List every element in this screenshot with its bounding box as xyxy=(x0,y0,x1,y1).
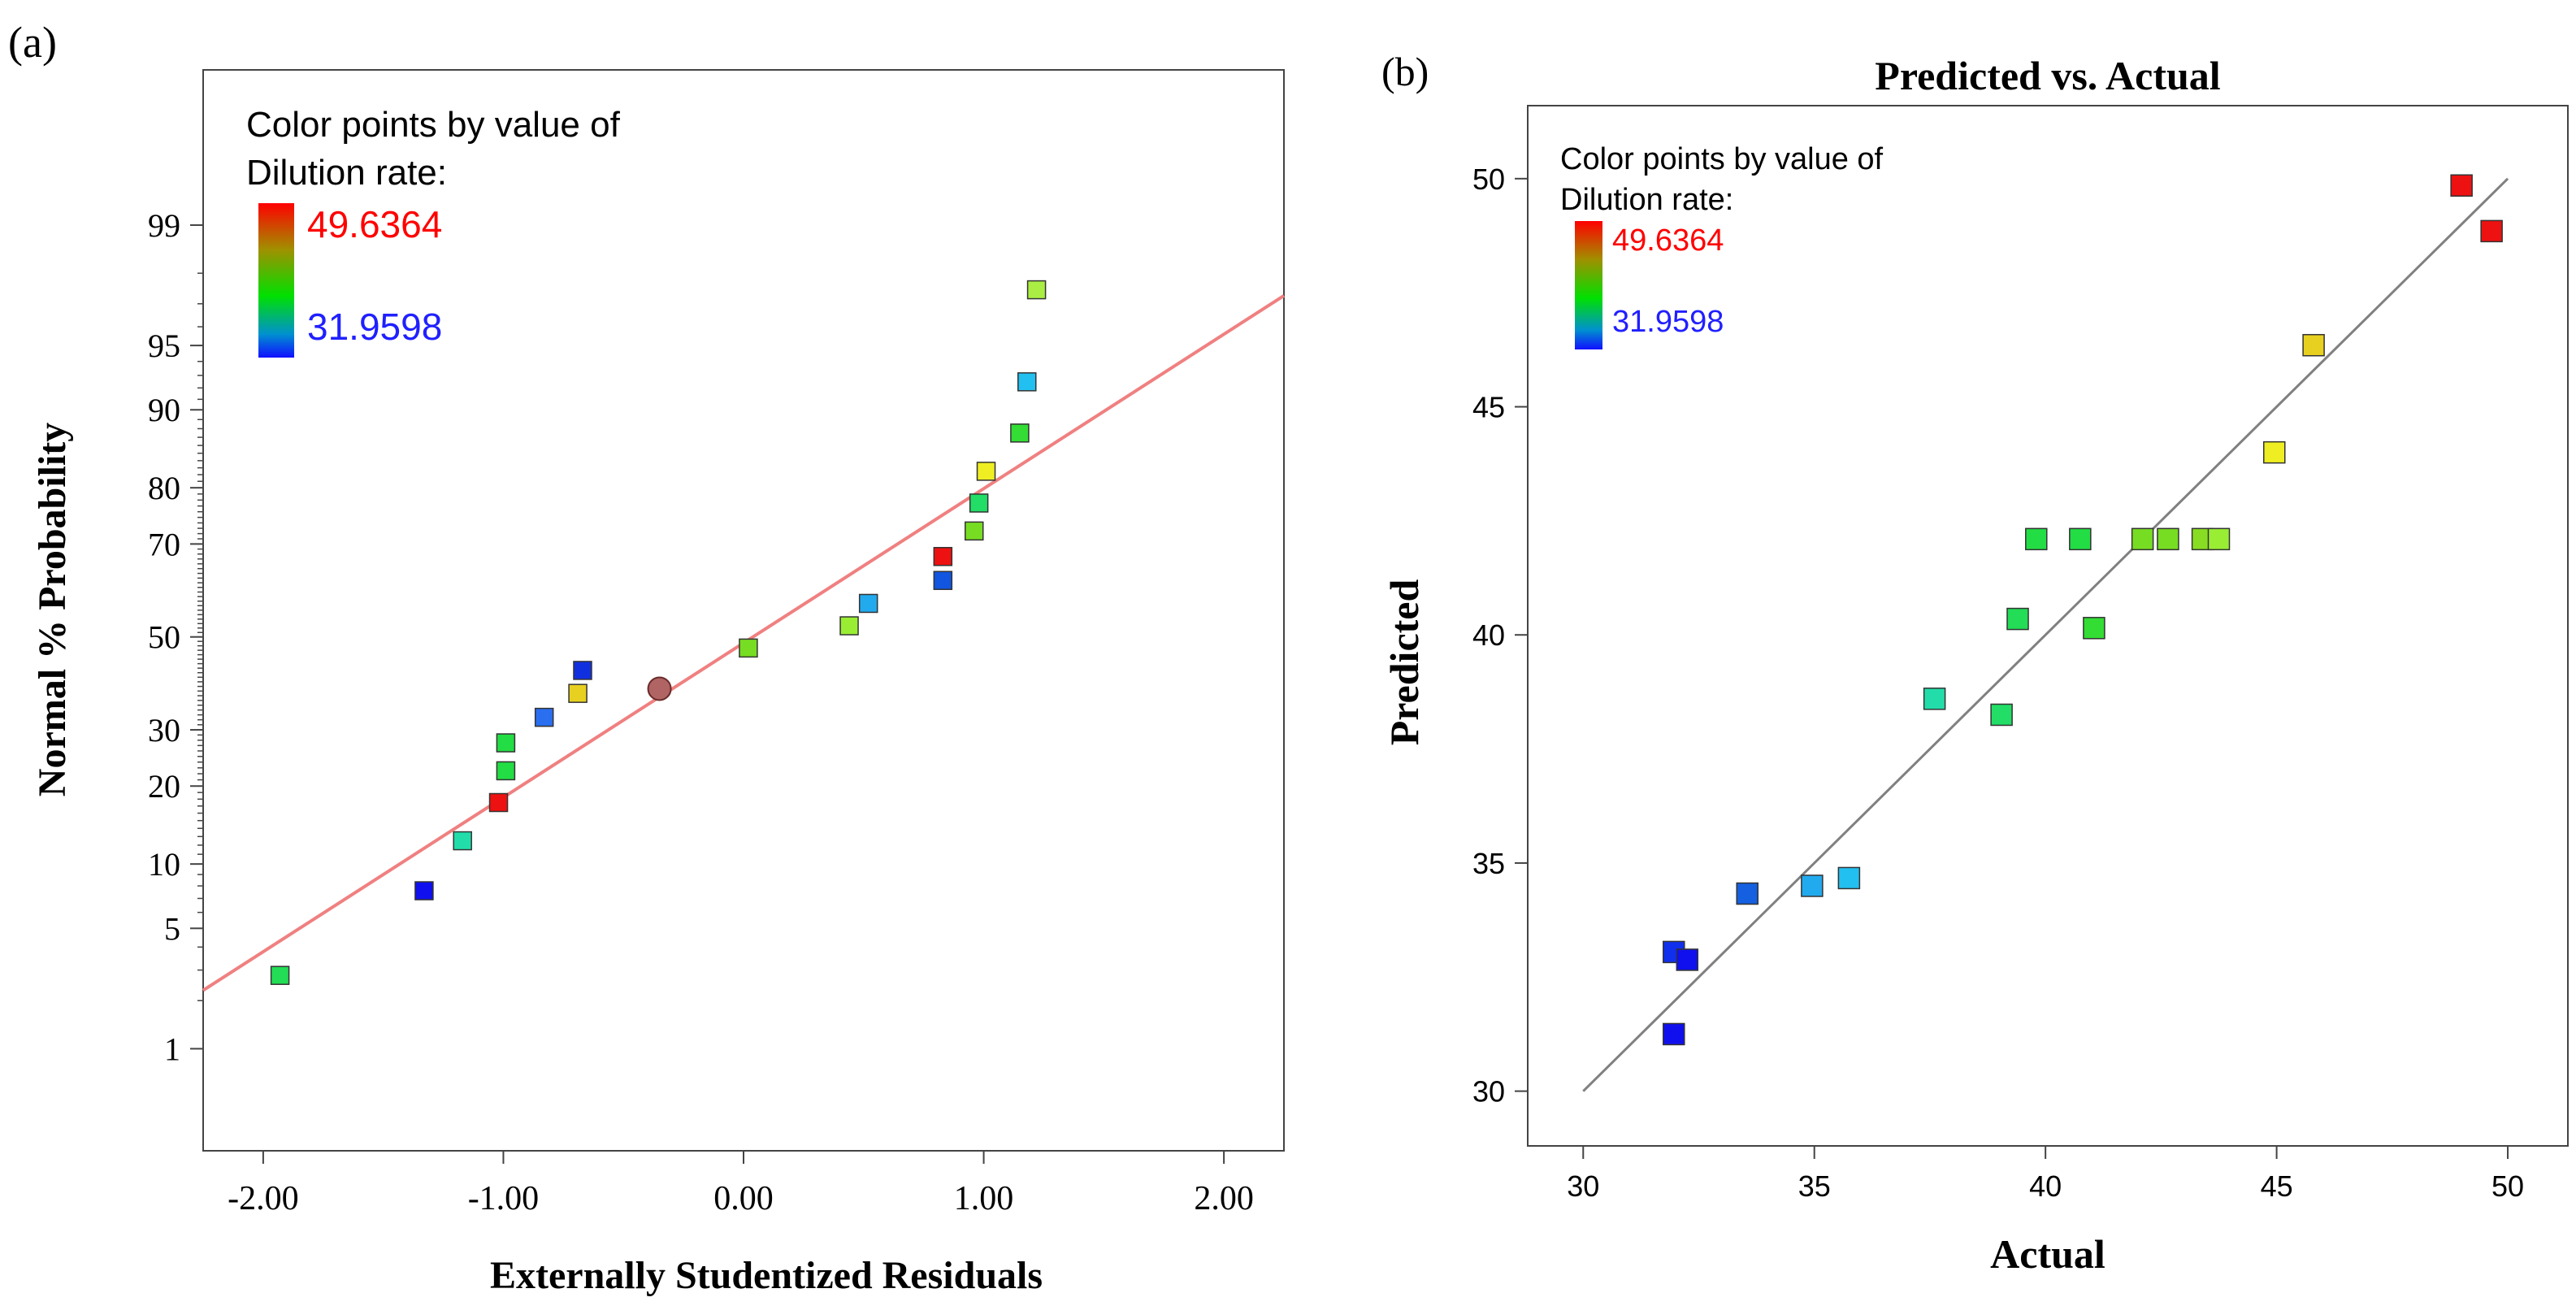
panel-a-legend: Color points by value of Dilution rate: … xyxy=(246,105,621,358)
panel-b-x-axis-label: Actual xyxy=(1990,1231,2105,1277)
panel-a-y-tick-label: 50 xyxy=(148,619,180,656)
panel-b-legend-colorbar xyxy=(1575,221,1602,349)
panel-b-data-point xyxy=(2207,527,2231,551)
panel-a-data-point xyxy=(496,733,516,753)
panel-b-data-point xyxy=(1837,866,1861,890)
panel-b-plot-frame xyxy=(1527,105,2569,1147)
panel-b-legend-title-1: Color points by value of xyxy=(1560,142,1884,176)
panel-b-y-tick-label: 35 xyxy=(1472,847,1505,880)
panel-b-x-ticks: 30 35 40 45 50 xyxy=(1567,1146,2524,1203)
panel-a-y-tick-label: 20 xyxy=(148,768,180,805)
panel-a-y-tick-label: 90 xyxy=(148,392,180,428)
panel-b-data-point xyxy=(2025,527,2048,551)
panel-a-x-tick-label: 0.00 xyxy=(713,1180,774,1217)
panel-b-x-tick-label: 30 xyxy=(1567,1169,1599,1203)
panel-b-data-point xyxy=(2131,527,2154,551)
panel-a-data-point xyxy=(414,881,434,900)
panel-b-y-tick-label: 45 xyxy=(1472,391,1505,424)
panel-a-y-tick-label: 95 xyxy=(148,328,180,364)
panel-a-x-axis-label: Externally Studentized Residuals xyxy=(490,1254,1043,1297)
panel-a-x-ticks: -2.00 -1.00 0.00 1.00 2.00 xyxy=(228,1151,1254,1217)
panel-b-data-point xyxy=(1923,688,1946,710)
panel-b-reference-line xyxy=(1582,177,2509,1092)
panel-a-data-point xyxy=(858,593,878,614)
panel-b-data-point xyxy=(1801,874,1824,897)
panel-a-legend-title-1: Color points by value of xyxy=(246,105,621,145)
panel-b-y-axis-label: Predicted xyxy=(1381,579,1427,746)
panel-b-y-tick-label: 30 xyxy=(1472,1075,1505,1109)
panel-b-data-point xyxy=(2006,607,2029,631)
panel-b-y-ticks: 30 35 40 45 50 xyxy=(1472,163,1528,1109)
panel-a-data-point xyxy=(933,571,953,590)
panel-b-label: (b) xyxy=(1381,49,1429,94)
panel-b-x-tick-label: 45 xyxy=(2261,1169,2293,1203)
panel-b-data-point xyxy=(1663,1022,1685,1046)
panel-a-data-point xyxy=(964,521,984,541)
panel-a-data-point xyxy=(933,547,953,566)
panel-a-data-point xyxy=(488,792,509,813)
panel-a-data-point xyxy=(1026,280,1047,300)
panel-a-legend-min-label: 31.9598 xyxy=(307,306,442,348)
panel-a-y-tick-label: 10 xyxy=(148,846,180,883)
panel-b: (b) Predicted vs. Actual 30 35 40 45 50 30 35… xyxy=(1381,49,2569,1277)
panel-b-data-point xyxy=(2083,617,2105,640)
panel-a-y-tick-label: 5 xyxy=(164,910,180,947)
panel-a-legend-colorbar xyxy=(258,203,294,358)
panel-a-data-point xyxy=(453,831,472,851)
panel-a-y-tick-label: 99 xyxy=(148,207,180,244)
panel-a-legend-title-2: Dilution rate: xyxy=(246,153,447,193)
panel-a-y-tick-label: 80 xyxy=(148,470,180,506)
panel-a-legend-max-label: 49.6364 xyxy=(307,203,442,245)
panel-b-y-tick-label: 50 xyxy=(1472,163,1505,196)
panel-b-data-point xyxy=(1990,703,2013,727)
panel-a-data-point xyxy=(839,616,859,636)
panel-a-data-point xyxy=(976,462,996,481)
panel-b-data-point xyxy=(2263,440,2286,464)
panel-a-data-point xyxy=(496,761,516,781)
panel-a-y-ticks: 1 5 10 20 30 50 70 80 90 95 99 xyxy=(148,207,203,1067)
panel-a-y-tick-label: 1 xyxy=(164,1030,180,1067)
panel-a-x-tick-label: 1.00 xyxy=(954,1180,1014,1217)
panel-b-y-tick-label: 40 xyxy=(1472,618,1505,652)
panel-b-data-point xyxy=(2069,527,2092,551)
panel-a-label: (a) xyxy=(8,18,57,67)
panel-a-x-tick-label: -2.00 xyxy=(228,1180,299,1217)
panel-b-data-point xyxy=(2450,174,2473,197)
panel-b-legend-max-label: 49.6364 xyxy=(1612,223,1724,258)
panel-a-data-point xyxy=(1017,372,1037,392)
panel-a-y-tick-label: 70 xyxy=(148,526,180,562)
panel-b-data-point xyxy=(2157,527,2179,551)
panel-b-data-point xyxy=(1676,948,1699,971)
panel-b-points xyxy=(1663,174,2503,1046)
panel-a-y-tick-label: 30 xyxy=(148,712,180,748)
panel-a-x-tick-label: -1.00 xyxy=(468,1180,540,1217)
panel-a-data-point xyxy=(568,683,588,703)
panel-b-legend-min-label: 31.9598 xyxy=(1612,305,1724,339)
panel-a-x-tick-label: 2.00 xyxy=(1194,1180,1254,1217)
panel-a-data-point xyxy=(739,638,758,658)
panel-a: (a) 1 5 10 20 30 50 70 80 90 95 99 -2.00 -1.00 0.00 1… xyxy=(8,18,1286,1297)
panel-b-data-point xyxy=(2480,219,2503,243)
panel-a-data-point xyxy=(1010,423,1030,443)
panel-a-y-axis-label: Normal % Probability xyxy=(31,423,74,796)
panel-a-points xyxy=(270,280,1047,985)
panel-b-data-point xyxy=(2302,333,2325,357)
panel-b-x-tick-label: 50 xyxy=(2491,1169,2524,1203)
panel-b-legend-title-2: Dilution rate: xyxy=(1560,183,1733,217)
panel-a-data-point xyxy=(534,707,554,727)
panel-a-data-point xyxy=(270,965,290,985)
panel-a-data-point xyxy=(969,493,989,513)
panel-b-x-tick-label: 35 xyxy=(1798,1169,1831,1203)
panel-a-data-point xyxy=(573,661,592,680)
panel-b-data-point xyxy=(1736,882,1759,905)
panel-b-legend: Color points by value of Dilution rate: … xyxy=(1560,142,1884,349)
panel-b-x-tick-label: 40 xyxy=(2029,1169,2062,1203)
panel-a-highlight-point xyxy=(647,676,672,701)
panel-b-title: Predicted vs. Actual xyxy=(1875,53,2221,98)
